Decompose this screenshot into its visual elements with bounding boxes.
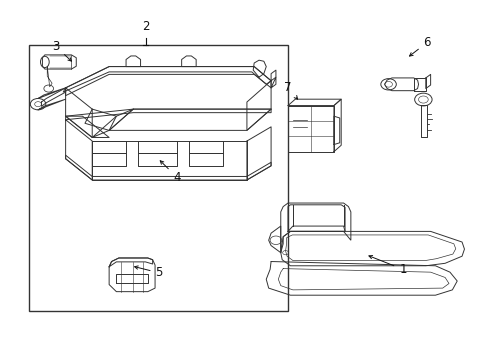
Text: 2: 2: [142, 20, 149, 33]
Text: 7: 7: [284, 81, 297, 99]
Text: 5: 5: [134, 266, 163, 279]
Bar: [29, 45, 287, 311]
Text: 6: 6: [408, 36, 430, 56]
Text: 3: 3: [52, 40, 71, 61]
Text: 4: 4: [160, 161, 180, 184]
Text: 1: 1: [368, 256, 406, 276]
